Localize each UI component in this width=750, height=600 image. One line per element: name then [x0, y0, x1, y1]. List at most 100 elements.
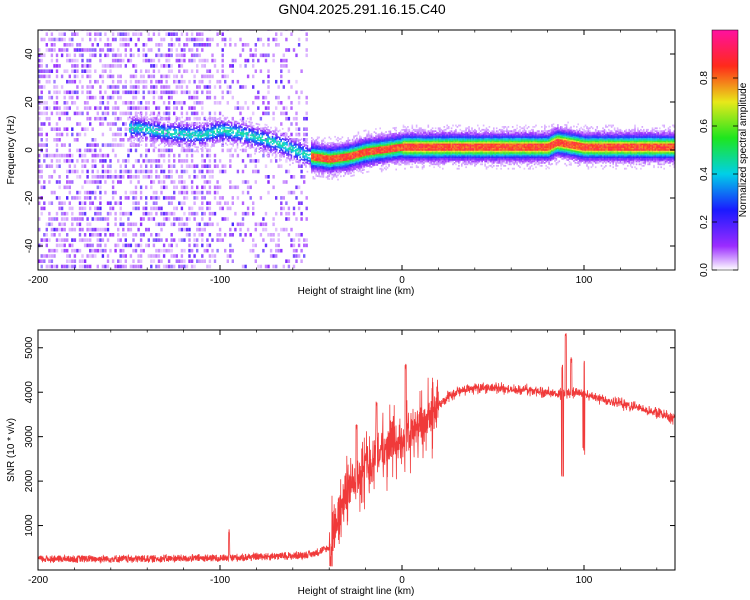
spectrogram-cell — [359, 151, 361, 153]
spectrogram-cell — [203, 134, 205, 137]
spectrogram-cell — [287, 140, 290, 143]
spectrogram-cell — [89, 69, 92, 73]
spectrogram-cell — [60, 264, 64, 269]
spectrogram-cell — [341, 147, 344, 150]
spectrogram-cell — [281, 152, 284, 155]
spectrogram-cell — [78, 190, 82, 195]
spectrogram-cell — [162, 175, 166, 179]
spectrogram-cell — [194, 140, 197, 143]
spectrogram-cell — [281, 138, 284, 140]
spectrogram-cell — [379, 156, 381, 159]
spectrogram-cell — [94, 148, 97, 153]
spectrogram-cell — [325, 149, 328, 151]
spectrogram-cell — [172, 140, 175, 143]
spectrogram-cell — [96, 227, 99, 232]
spectrogram-cell — [231, 64, 234, 68]
spectrogram-cell — [275, 43, 278, 47]
spectrogram-cell — [53, 43, 56, 47]
spectrogram-cell — [91, 138, 94, 142]
spectrogram-cell — [327, 172, 329, 175]
spectrogram-cell — [222, 136, 224, 139]
spectrogram-cell — [290, 158, 293, 161]
spectrogram-cell — [210, 124, 213, 126]
spectrogram-cell — [347, 170, 349, 172]
spectrogram-cell — [344, 157, 347, 160]
spectrogram-cell — [206, 243, 209, 248]
spectrogram-cell — [350, 169, 352, 172]
spectrogram-cell — [362, 144, 364, 147]
spectrogram-cell — [354, 135, 357, 137]
spectrogram-cell — [322, 160, 325, 162]
spectrogram-cell — [360, 139, 363, 142]
spectrogram-cell — [185, 124, 188, 126]
spectrogram-cell — [249, 53, 252, 58]
spectrogram-cell — [321, 144, 323, 146]
spectrogram-cell — [175, 123, 178, 126]
spectrogram-cell — [280, 147, 282, 150]
spectrogram-cell — [350, 155, 352, 157]
spectrogram-cell — [162, 90, 166, 95]
spectrogram-cell — [190, 159, 194, 163]
spectrogram-cell — [83, 233, 87, 237]
spectrogram-cell — [134, 79, 138, 84]
spectrogram-cell — [231, 222, 234, 227]
spectrogram-cell — [66, 175, 69, 179]
spectrogram-cell — [45, 138, 48, 142]
spectrogram-cell — [300, 138, 303, 141]
spectrogram-cell — [139, 74, 143, 79]
spectrogram-cell — [289, 153, 291, 156]
spectrogram-cell — [259, 264, 263, 269]
spectrogram-cell — [201, 148, 204, 153]
spectrogram-cell — [329, 156, 332, 159]
spectrogram-cell — [254, 142, 256, 145]
spectrogram-cell — [324, 160, 326, 163]
spectrogram-cell — [109, 143, 112, 147]
spectrogram-cell — [96, 185, 99, 190]
spectrogram-cell — [319, 146, 322, 149]
spectrogram-cell — [328, 178, 331, 180]
spectrogram-cell — [311, 171, 313, 174]
spectrogram-cell — [96, 175, 99, 179]
spectrogram-cell — [343, 160, 345, 163]
spectrogram-cell — [246, 74, 250, 79]
spectrogram-cell — [178, 137, 181, 140]
spectrogram-cell — [295, 254, 298, 258]
spectrogram-cell — [249, 121, 252, 124]
spectrogram-cell — [281, 143, 284, 146]
spectrogram-cell — [134, 196, 138, 200]
spectrogram-cell — [203, 137, 205, 140]
spectrogram-cell — [373, 139, 376, 142]
spectrogram-cell — [167, 248, 171, 253]
spectrogram-cell — [99, 48, 102, 52]
spectrogram-cell — [152, 137, 154, 140]
spectrogram-cell — [225, 123, 227, 126]
spectrogram-cell — [271, 130, 274, 132]
spectrogram-cell — [268, 152, 271, 155]
spectrogram-cell — [267, 106, 270, 110]
spectrogram-cell — [40, 211, 43, 216]
spectrogram-cell — [213, 130, 215, 133]
spectrogram-cell — [319, 148, 322, 151]
spectrogram-cell — [313, 170, 316, 173]
spectrogram-cell — [245, 131, 248, 134]
spectrogram-cell — [198, 130, 201, 133]
spectrogram-cell — [350, 152, 352, 154]
spectrogram-cell — [275, 95, 278, 100]
spectrogram-cell — [158, 119, 160, 122]
spectrogram-cell — [201, 130, 204, 133]
spectrogram-cell — [262, 111, 265, 116]
spectrogram-cell — [272, 217, 275, 221]
spectrogram-cell — [280, 154, 282, 157]
spectrogram-cell — [198, 259, 201, 263]
spectrogram-cell — [213, 127, 215, 130]
spectrogram-cell — [311, 161, 313, 164]
spectrogram-cell — [363, 140, 365, 142]
spectrogram-cell — [363, 138, 365, 141]
spectrogram-cell — [264, 111, 268, 116]
spectrogram-cell — [197, 146, 199, 149]
spectrogram-cell — [193, 58, 196, 63]
spectrogram-cell — [315, 144, 317, 147]
spectrogram-cell — [351, 140, 354, 142]
spectrogram-cell — [219, 136, 221, 139]
spectrogram-cell — [94, 206, 97, 211]
